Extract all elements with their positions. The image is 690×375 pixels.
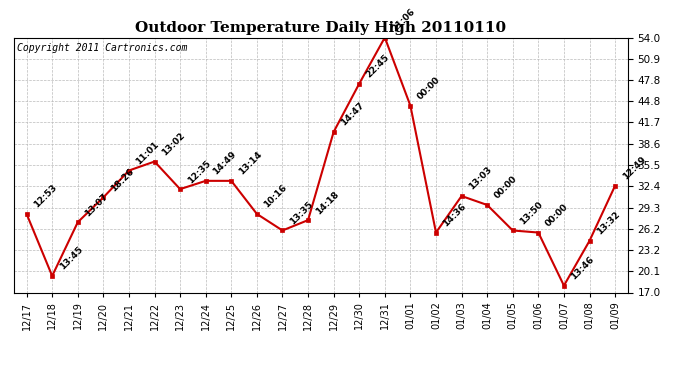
Text: 11:01: 11:01 (135, 140, 161, 166)
Title: Outdoor Temperature Daily High 20110110: Outdoor Temperature Daily High 20110110 (135, 21, 506, 35)
Text: 00:00: 00:00 (544, 202, 570, 228)
Text: Copyright 2011 Cartronics.com: Copyright 2011 Cartronics.com (17, 43, 187, 52)
Text: 13:35: 13:35 (288, 200, 315, 226)
Text: 13:14: 13:14 (237, 150, 264, 177)
Text: 13:45: 13:45 (58, 245, 84, 272)
Text: 00:00: 00:00 (416, 75, 442, 102)
Text: 14:47: 14:47 (339, 101, 366, 128)
Text: 13:07: 13:07 (83, 191, 110, 218)
Text: 13:03: 13:03 (467, 165, 493, 192)
Text: 13:32: 13:32 (595, 210, 622, 237)
Text: 12:35: 12:35 (186, 158, 213, 185)
Text: 13:50: 13:50 (518, 200, 545, 226)
Text: 14:49: 14:49 (211, 150, 238, 177)
Text: 10:16: 10:16 (262, 183, 289, 210)
Text: 14:36: 14:36 (442, 202, 469, 228)
Text: 12:53: 12:53 (32, 183, 59, 210)
Text: 22:45: 22:45 (365, 53, 391, 80)
Text: 14:18: 14:18 (314, 189, 340, 216)
Text: 12:49: 12:49 (621, 155, 647, 182)
Text: 18:26: 18:26 (109, 166, 135, 193)
Text: 13:02: 13:02 (160, 131, 186, 158)
Text: 00:00: 00:00 (493, 174, 519, 201)
Text: 21:06: 21:06 (391, 7, 417, 33)
Text: 13:46: 13:46 (569, 255, 596, 282)
